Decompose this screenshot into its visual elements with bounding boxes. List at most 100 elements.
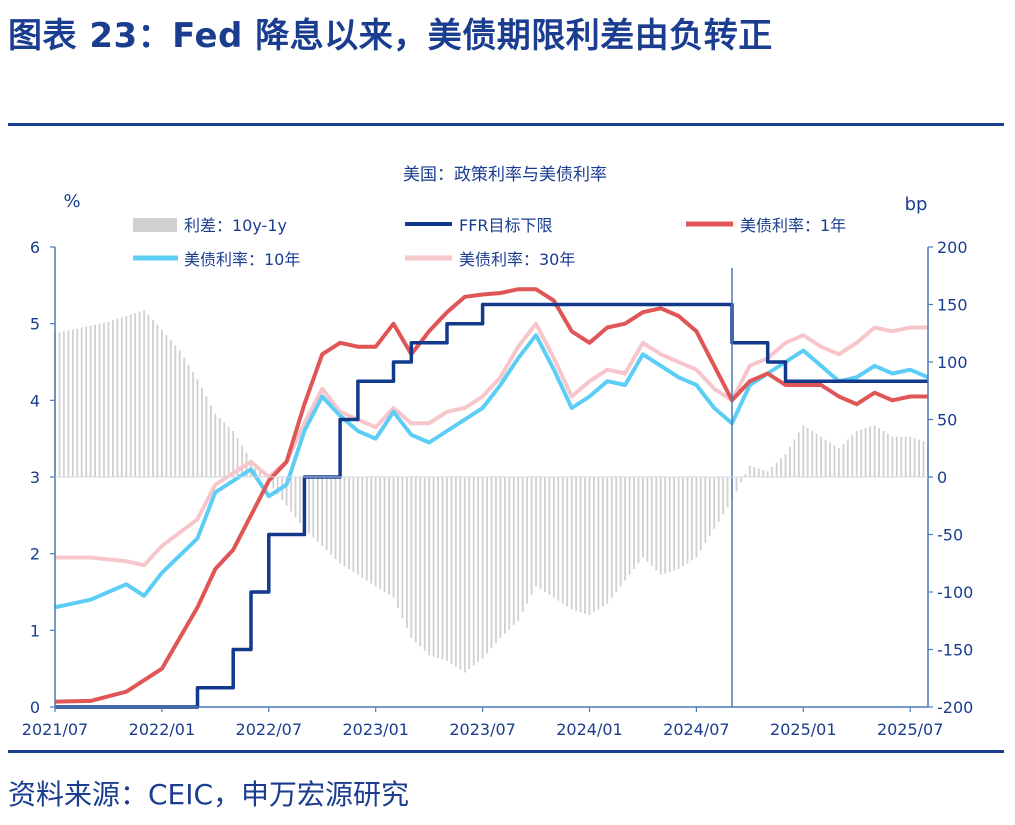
spread-bar: [918, 439, 920, 477]
spread-bar: [855, 431, 858, 477]
spread-bar: [544, 477, 546, 592]
spread-bar: [63, 331, 65, 477]
right-tick-label: -200: [937, 698, 973, 717]
axes: 0 1 2 3 4 5 6 -200 -150 -100 -50 0 50 100 150 200 2021/0…: [22, 238, 974, 739]
spread-bar: [717, 477, 720, 522]
spread-bar: [846, 439, 849, 477]
right-tick-label: 200: [937, 238, 968, 257]
legend-label-1y: 美债利率：1年: [740, 216, 846, 235]
spread-bar: [143, 310, 145, 478]
spread-bar: [593, 477, 595, 613]
spread-bar: [584, 477, 586, 614]
spread-bar: [112, 320, 114, 477]
spread-bar: [472, 477, 475, 666]
spread-bar: [437, 477, 439, 659]
spread-bar: [383, 477, 386, 592]
spread-bar: [316, 477, 319, 542]
spread-bar: [352, 477, 355, 572]
spread-bar: [343, 477, 346, 567]
right-tick-label: 100: [937, 353, 968, 372]
spread-bar: [740, 477, 742, 483]
spread-bar: [579, 477, 582, 613]
spread-bar: [120, 317, 123, 477]
spread-bar: [811, 431, 814, 477]
spread-bar: [388, 477, 390, 595]
spread-bar: [597, 477, 600, 610]
spread-bar: [58, 332, 61, 477]
spread-bar: [748, 465, 751, 477]
spread-bar: [726, 477, 729, 508]
spread-bar: [699, 477, 702, 551]
chart-title: 美国：政策利率与美债利率: [403, 165, 607, 185]
spread-bar: [673, 477, 675, 571]
spread-bar: [695, 477, 698, 558]
spread-bar: [161, 329, 163, 477]
spread-bar: [566, 477, 569, 607]
x-tick-label: 2021/07: [22, 720, 88, 739]
spread-bar: [192, 372, 194, 477]
spread-bar: [419, 477, 422, 647]
top-rule: [8, 123, 1004, 126]
spread-bar: [423, 477, 426, 651]
spread-bar: [517, 477, 520, 621]
spread-bar: [860, 429, 863, 477]
spread-bar: [477, 477, 479, 663]
spread-bar: [325, 477, 328, 551]
spread-bar: [704, 477, 707, 544]
spread-bar: [76, 328, 79, 477]
spread-bar: [348, 477, 350, 569]
legend-label-30y: 美债利率：30年: [459, 250, 575, 269]
spread-bar: [125, 316, 128, 477]
spread-bar: [624, 477, 626, 581]
spread-bar: [606, 477, 609, 604]
spread-bar: [780, 458, 782, 477]
spread-bar: [94, 324, 96, 477]
spread-bar: [619, 477, 622, 587]
spread-bar: [103, 322, 105, 477]
spread-bar: [187, 364, 190, 477]
spread-bar: [406, 477, 408, 628]
spread-bar: [824, 439, 827, 477]
spread-bar: [713, 477, 716, 529]
spread-bar: [508, 477, 511, 630]
spread-bar: [374, 477, 377, 587]
spread-bar: [174, 345, 177, 477]
series-line: [54, 287, 928, 704]
spread-bar: [299, 477, 301, 523]
spread-bar: [864, 428, 867, 477]
series-lines: [54, 287, 929, 709]
spread-bar: [895, 436, 898, 478]
spread-bar: [646, 477, 649, 562]
spread-bar: [535, 477, 537, 587]
spread-bar: [851, 435, 854, 477]
spread-bar: [628, 477, 631, 575]
spread-bar: [156, 324, 159, 477]
spread-bar: [891, 436, 894, 478]
spread-bar: [650, 477, 653, 567]
spread-bar: [486, 477, 488, 654]
spread-bar: [392, 477, 395, 598]
spread-bar: [490, 477, 493, 649]
spread-bar: [789, 446, 791, 477]
spread-bar: [178, 350, 181, 477]
spread-bar: [691, 477, 693, 561]
x-tick-label: 2022/01: [129, 720, 195, 739]
legend: 利差：10y-1y FFR目标下限 美债利率：1年 美债利率：10年 美债利率：…: [133, 216, 846, 269]
spread-bar: [784, 454, 787, 477]
series-line: [55, 302, 928, 709]
chart: 美国：政策利率与美债利率 % bp 利差：10y-1y FFR目标下限 美债利率…: [22, 165, 974, 739]
spread-bar: [642, 477, 644, 558]
bottom-rule: [8, 750, 1004, 753]
spread-bar: [771, 466, 773, 477]
spread-bar: [575, 477, 577, 611]
spread-bar: [205, 396, 208, 477]
spread-bar: [107, 321, 110, 478]
spread-bar: [793, 439, 796, 477]
spread-bar: [753, 466, 756, 477]
source-note: 资料来源：CEIC，申万宏源研究: [8, 778, 410, 811]
spread-bar: [873, 425, 876, 478]
spread-bar: [294, 477, 297, 518]
spread-bar: [570, 477, 573, 610]
left-tick-label: 5: [30, 315, 40, 334]
right-tick-label: -150: [937, 641, 973, 660]
